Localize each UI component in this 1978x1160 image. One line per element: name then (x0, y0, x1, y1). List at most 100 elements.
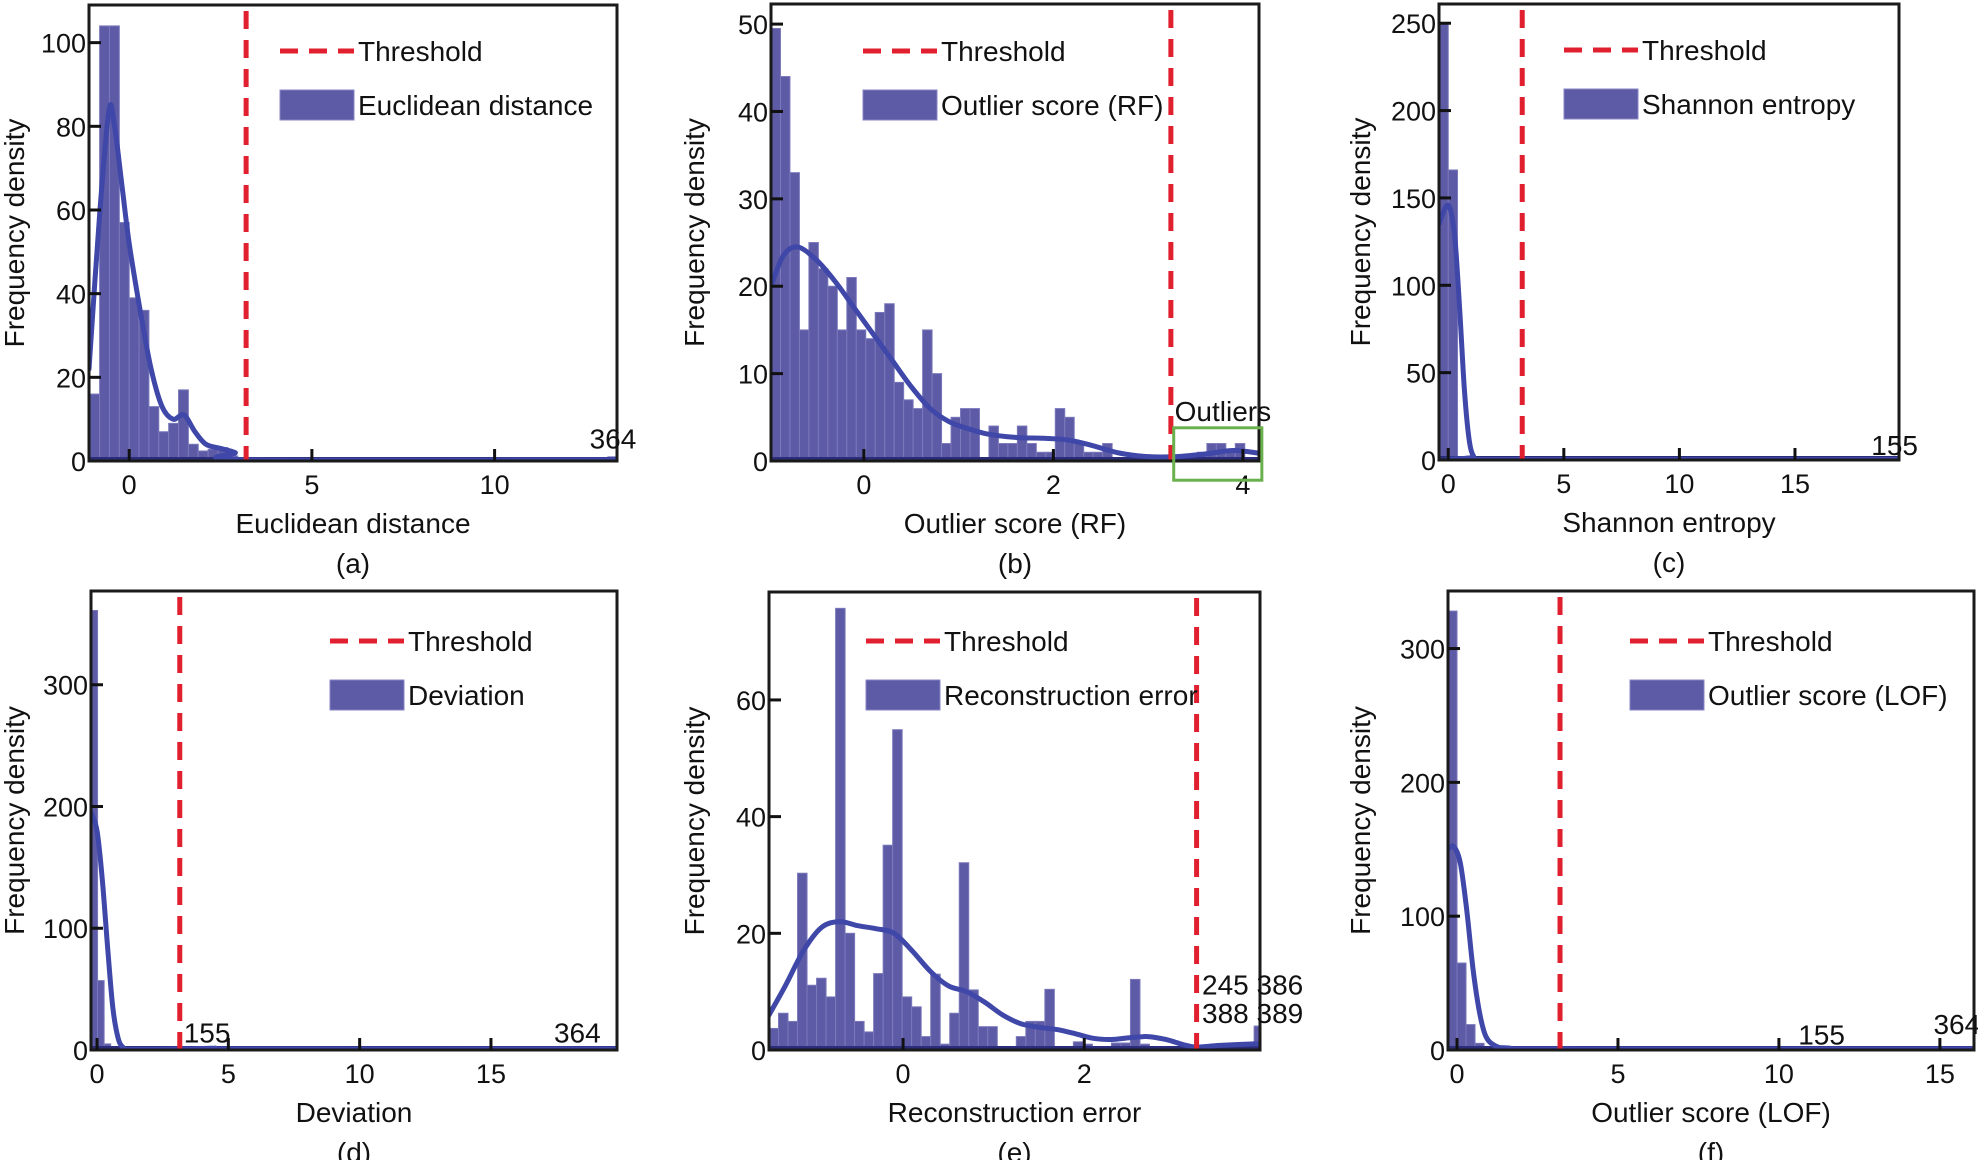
y-tick-label: 0 (1430, 1036, 1445, 1066)
y-tick-label: 20 (56, 363, 86, 393)
histogram-bar (1016, 425, 1028, 461)
legend-threshold-label: Threshold (944, 626, 1069, 657)
y-tick-label: 200 (43, 792, 88, 822)
x-tick-label: 5 (304, 470, 319, 500)
legend-series-label: Outlier score (LOF) (1708, 680, 1948, 711)
y-tick-label: 100 (43, 914, 88, 944)
plot-area (89, 25, 617, 461)
y-tick-label: 60 (736, 686, 766, 716)
histogram-bar (873, 973, 884, 1050)
x-tick-label: 5 (1610, 1059, 1625, 1089)
x-tick-label: 4 (1235, 470, 1250, 500)
legend: Threshold Euclidean distance (279, 36, 593, 121)
x-axis-label: Outlier score (LOF) (1591, 1097, 1831, 1128)
histogram-bar (987, 1026, 998, 1050)
kde-curve (769, 919, 1260, 1050)
point-annotation: 364 (590, 423, 637, 454)
outlier-box (1172, 426, 1264, 482)
histogram-bar (128, 297, 140, 461)
legend-series-swatch (865, 679, 941, 711)
histogram-bar (108, 25, 120, 461)
histogram-bar (825, 996, 837, 1050)
histogram-bar (865, 338, 876, 461)
histogram-bar (912, 408, 924, 461)
histogram-bar (884, 303, 895, 461)
panel-f: 0 5 10 15 0 100 200 300 Outlier score (LOF) Frequ… (1345, 589, 1978, 1160)
histogram-bar (178, 389, 189, 461)
y-axis-label: Frequency density (0, 706, 30, 935)
legend: Threshold Reconstruction error (865, 626, 1198, 711)
legend: Threshold Outlier score (LOF) (1629, 626, 1948, 711)
x-tick-label: 2 (1046, 470, 1061, 500)
histogram-bar (827, 285, 838, 461)
plot-frame (87, 3, 619, 463)
x-tick-label: 10 (345, 1059, 375, 1089)
x-tick-label: 10 (480, 470, 510, 500)
x-tick-label: 10 (1764, 1059, 1794, 1089)
plot-frame (1437, 2, 1901, 462)
plot-area (91, 609, 617, 1050)
y-tick-label: 0 (751, 1036, 766, 1066)
panel-label: (b) (998, 548, 1032, 579)
kde-curve (1448, 843, 1974, 1050)
legend-series-label: Deviation (408, 680, 525, 711)
histogram-bar (808, 242, 819, 461)
y-tick-label: 150 (1391, 184, 1436, 214)
x-tick-label: 5 (221, 1059, 236, 1089)
y-tick-label: 0 (753, 447, 768, 477)
legend-series-label: Shannon entropy (1642, 89, 1855, 120)
y-tick-label: 300 (1400, 635, 1445, 665)
point-annotation: 245 386 (1202, 970, 1303, 1001)
histogram-bar (968, 989, 979, 1050)
x-tick-label: 0 (1449, 1059, 1464, 1089)
x-tick-label: 15 (1780, 469, 1810, 499)
histogram-bar (138, 309, 150, 461)
histogram-bar (778, 1012, 789, 1050)
histogram-bar (1054, 408, 1066, 461)
plot-frame (769, 2, 1261, 463)
point-annotation: 155 (184, 1018, 231, 1049)
y-tick-label: 10 (738, 360, 768, 390)
y-tick-label: 50 (738, 10, 768, 40)
histogram-bar (958, 862, 970, 1050)
x-tick-label: 5 (1556, 469, 1571, 499)
histogram-bar (988, 425, 999, 461)
histogram-bar (960, 408, 971, 461)
plot-area (771, 27, 1259, 461)
legend-series-label: Outlier score (RF) (941, 90, 1163, 121)
x-tick-label: 15 (476, 1059, 506, 1089)
legend: Threshold Shannon entropy (1563, 35, 1855, 120)
legend-series-swatch (279, 89, 355, 121)
histogram-bar (892, 729, 903, 1050)
y-tick-label: 100 (1391, 271, 1436, 301)
point-annotation: 364 (554, 1018, 601, 1049)
x-axis-label: Deviation (296, 1097, 413, 1128)
kde-curve (89, 102, 617, 461)
point-annotation: 155 (1871, 430, 1918, 461)
histogram-bar (798, 329, 810, 461)
y-axis-label: Frequency density (679, 707, 710, 936)
histogram-bar (118, 222, 130, 461)
y-tick-label: 40 (56, 280, 86, 310)
histogram-bar (99, 25, 110, 461)
panel-label: (c) (1653, 547, 1686, 578)
x-tick-label: 2 (1077, 1059, 1092, 1089)
histogram-bar (816, 977, 827, 1050)
histogram-bar (969, 408, 980, 461)
y-tick-label: 250 (1391, 9, 1436, 39)
legend: Threshold Outlier score (RF) (862, 36, 1163, 121)
histogram-bar (835, 607, 846, 1050)
histogram-bar (911, 1006, 922, 1050)
x-axis-label: Shannon entropy (1562, 507, 1775, 538)
x-tick-label: 0 (856, 470, 871, 500)
histogram-bar (893, 381, 905, 461)
y-tick-label: 0 (1421, 446, 1436, 476)
x-tick-label: 0 (896, 1059, 911, 1089)
x-tick-label: 0 (122, 470, 137, 500)
y-axis-label: Frequency density (1345, 118, 1376, 347)
histogram-bar (903, 399, 914, 461)
